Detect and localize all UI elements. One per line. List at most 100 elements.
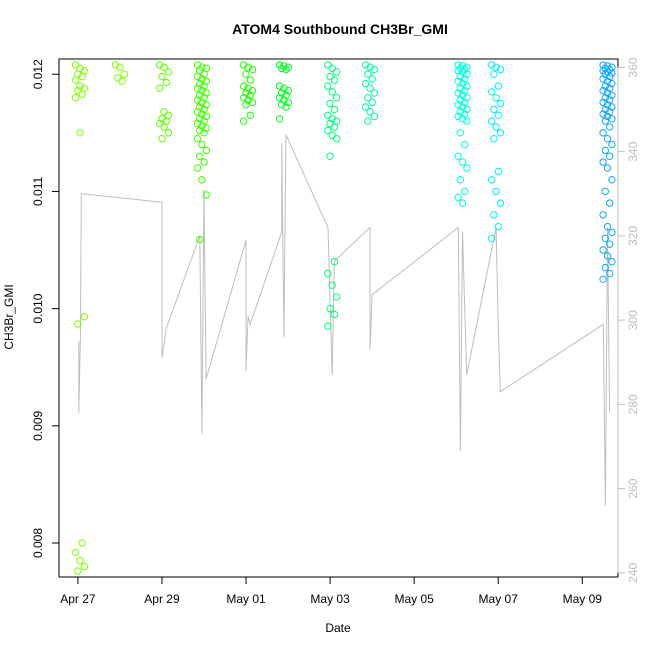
data-point — [368, 98, 376, 107]
data-point — [280, 84, 288, 93]
data-point — [193, 164, 202, 172]
data-point — [601, 187, 609, 196]
data-point — [463, 82, 471, 90]
data-point — [74, 86, 82, 95]
data-point — [601, 234, 609, 243]
x-tick-label: May 05 — [394, 592, 434, 606]
data-point — [606, 152, 614, 161]
data-point — [324, 322, 332, 330]
data-point — [364, 94, 372, 102]
data-point — [496, 129, 505, 137]
data-point — [494, 222, 502, 231]
data-point — [601, 105, 609, 114]
data-point — [196, 126, 204, 135]
data-point — [326, 72, 334, 81]
data-point — [328, 115, 336, 123]
data-point — [282, 91, 290, 100]
data-point — [114, 74, 122, 82]
data-point — [599, 275, 607, 283]
data-point — [280, 96, 288, 104]
data-point — [456, 176, 464, 184]
data-point — [454, 112, 462, 121]
data-point — [332, 135, 341, 143]
data-point — [328, 88, 336, 96]
data-point — [496, 199, 505, 207]
data-point — [603, 89, 612, 97]
data-point — [202, 191, 211, 199]
data-point — [240, 94, 248, 102]
data-point — [111, 61, 120, 69]
y-axis-label: CH3Br_GMI — [2, 284, 16, 349]
data-point — [332, 293, 341, 301]
data-point — [599, 98, 607, 107]
data-point — [461, 140, 469, 149]
data-point — [116, 63, 124, 71]
line-series — [78, 134, 611, 506]
data-point — [456, 72, 464, 81]
data-point — [461, 187, 469, 196]
data-point — [198, 110, 206, 118]
data-point — [324, 82, 332, 90]
data-point — [240, 117, 248, 125]
data-point — [461, 110, 469, 118]
data-point — [608, 79, 616, 88]
data-point — [324, 126, 332, 135]
point-layer — [71, 61, 616, 575]
data-point — [324, 269, 332, 278]
data-point — [332, 68, 341, 76]
data-point — [326, 119, 334, 128]
data-point — [463, 70, 471, 78]
data-point — [198, 98, 206, 107]
y-tick-label: 0.009 — [31, 410, 45, 440]
data-point — [198, 75, 206, 83]
data-point — [193, 135, 202, 143]
data-point — [284, 86, 292, 95]
data-point — [368, 75, 376, 83]
data-point — [198, 140, 206, 149]
data-point — [599, 75, 607, 83]
data-point — [80, 313, 89, 321]
data-point — [606, 123, 614, 131]
data-point — [370, 89, 379, 97]
data-point — [198, 122, 206, 130]
data-point — [370, 112, 379, 121]
data-point — [200, 117, 208, 125]
data-point — [456, 84, 464, 93]
data-point — [71, 94, 80, 102]
y2-tick-label: 260 — [626, 478, 640, 498]
data-point — [120, 70, 129, 78]
data-point — [275, 115, 284, 123]
data-point — [332, 94, 341, 102]
data-point — [246, 111, 255, 120]
data-point — [463, 105, 471, 114]
data-point — [494, 111, 502, 120]
data-point — [366, 84, 374, 93]
data-point — [202, 146, 211, 155]
x-tick-label: Apr 29 — [144, 592, 180, 606]
data-point — [200, 158, 208, 166]
y-tick-label: 0.010 — [31, 293, 45, 323]
y2-tick-label: 320 — [626, 226, 640, 246]
data-point — [158, 72, 166, 81]
data-point — [248, 86, 257, 95]
data-point — [275, 94, 284, 102]
data-point — [454, 89, 462, 97]
data-point — [160, 63, 168, 71]
data-point — [601, 263, 609, 272]
data-point — [370, 65, 379, 74]
data-point — [606, 84, 614, 93]
data-point — [200, 105, 208, 114]
y2-tick-label: 300 — [626, 310, 640, 330]
data-point — [599, 86, 607, 95]
data-point — [494, 167, 502, 176]
data-point — [606, 72, 614, 81]
data-point — [202, 124, 211, 132]
data-point — [74, 567, 82, 575]
data-point — [454, 101, 462, 109]
data-point — [156, 84, 164, 93]
data-point — [326, 304, 334, 313]
data-point — [599, 158, 607, 166]
data-point — [158, 115, 166, 123]
data-point — [200, 82, 208, 90]
